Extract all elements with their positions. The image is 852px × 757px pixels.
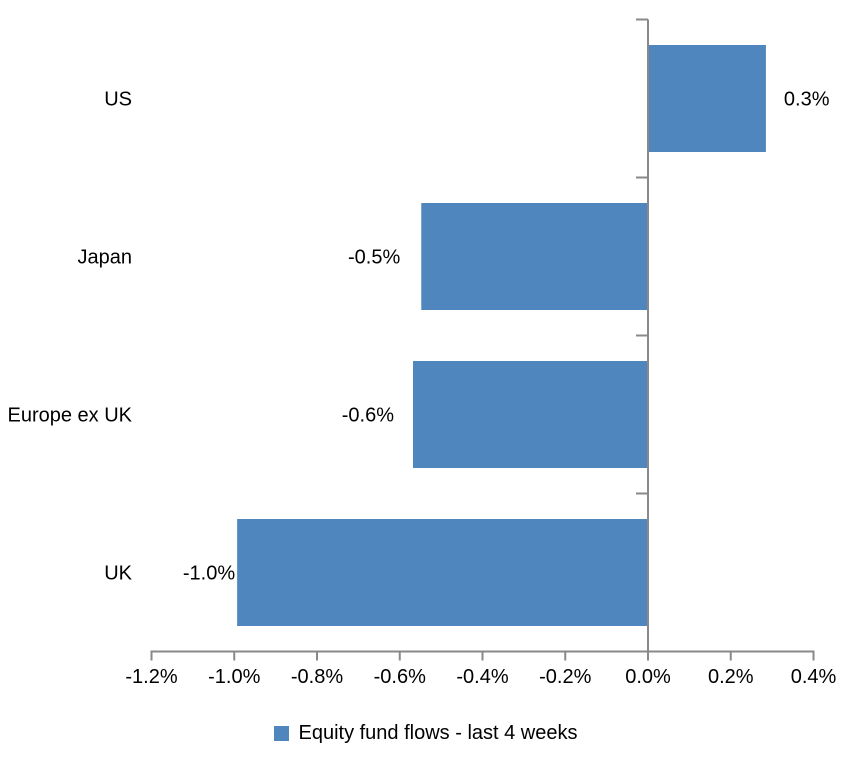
x-axis-tick-label: 0.2% xyxy=(708,666,754,688)
x-axis-tick-label: -0.4% xyxy=(456,666,508,688)
legend-swatch xyxy=(274,725,290,741)
legend-label: Equity fund flows - last 4 weeks xyxy=(298,721,578,744)
x-axis-tick-label: 0.4% xyxy=(791,666,837,688)
x-axis-tick-label: -1.0% xyxy=(208,666,260,688)
category-label: Europe ex UK xyxy=(7,405,132,427)
category-label: US xyxy=(104,89,132,111)
data-label: 0.3% xyxy=(784,89,830,111)
legend: Equity fund flows - last 4 weeks xyxy=(0,719,852,747)
x-axis-tick-label: -0.8% xyxy=(291,666,343,688)
x-axis-tick-label: 0.0% xyxy=(625,666,671,688)
bar xyxy=(421,203,648,310)
data-label: -1.0% xyxy=(183,563,235,585)
x-axis-tick-label: -1.2% xyxy=(125,666,177,688)
bar xyxy=(237,519,649,626)
data-label: -0.6% xyxy=(342,405,394,427)
x-axis-tick-label: -0.6% xyxy=(374,666,426,688)
bar xyxy=(412,361,648,468)
category-label: Japan xyxy=(78,247,133,269)
category-label: UK xyxy=(104,563,132,585)
data-label: -0.5% xyxy=(348,247,400,269)
bar xyxy=(648,45,766,152)
x-axis-tick-label: -0.2% xyxy=(539,666,591,688)
